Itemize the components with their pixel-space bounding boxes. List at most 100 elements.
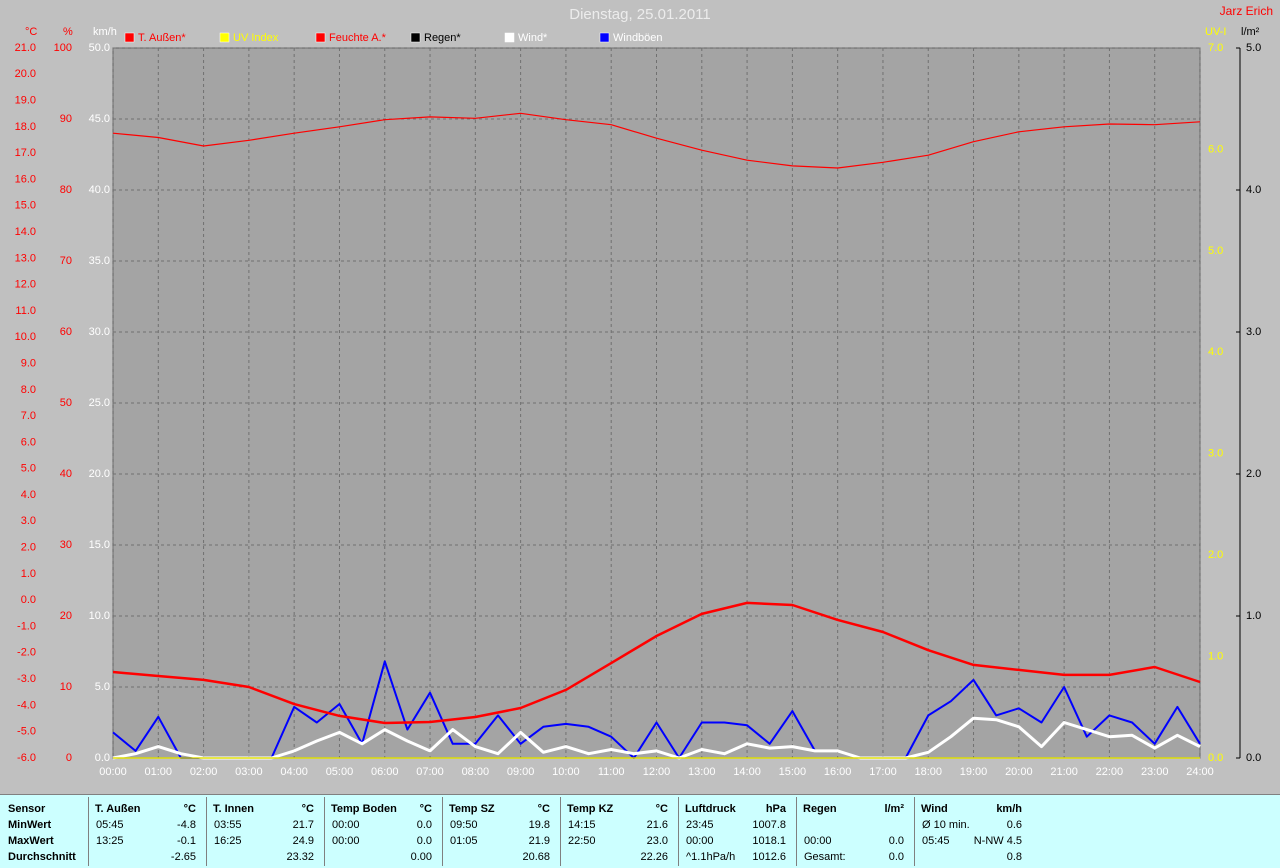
- y-tick-label: 30.0: [89, 326, 110, 338]
- column-separator: [914, 797, 915, 866]
- cell-value: 21.7: [292, 819, 314, 831]
- y-tick-label: 10.0: [89, 610, 110, 622]
- cell-value: 19.8: [528, 819, 550, 831]
- y-tick-label: -4.0: [17, 699, 36, 711]
- column-unit: °C: [301, 803, 314, 815]
- x-tick-label: 19:00: [960, 766, 988, 778]
- cell-time: 09:50: [450, 819, 478, 831]
- column-separator: [206, 797, 207, 866]
- axis-unit: l/m²: [1241, 26, 1260, 38]
- x-tick-label: 07:00: [416, 766, 444, 778]
- legend-label: Regen*: [424, 32, 461, 44]
- cell-value: N-NW 4.5: [973, 835, 1022, 847]
- column-name: Luftdruck: [685, 803, 736, 815]
- cell-value: 21.6: [646, 819, 668, 831]
- x-tick-label: 09:00: [507, 766, 535, 778]
- y-tick-label: 4.0: [21, 489, 36, 501]
- x-tick-label: 13:00: [688, 766, 716, 778]
- y-tick-label: 21.0: [15, 42, 36, 54]
- y-tick-label: 20: [60, 610, 72, 622]
- y-tick-label: 8.0: [21, 384, 36, 396]
- cell-value: 23.32: [286, 851, 314, 863]
- cell-value: 0.0: [416, 835, 432, 847]
- cell-time: 16:25: [214, 835, 242, 847]
- author: Jarz Erich: [1220, 4, 1273, 18]
- column-separator: [678, 797, 679, 866]
- chart-title: Dienstag, 25.01.2011: [569, 6, 711, 23]
- legend-label: UV Index: [233, 32, 279, 44]
- row-label: Durchschnitt: [8, 851, 76, 863]
- legend-swatch: [315, 32, 326, 43]
- x-tick-label: 16:00: [824, 766, 852, 778]
- y-tick-label: 45.0: [89, 113, 110, 125]
- axis-unit: km/h: [93, 26, 117, 38]
- x-tick-label: 21:00: [1050, 766, 1078, 778]
- y-tick-label: 60: [60, 326, 72, 338]
- y-tick-label: 80: [60, 184, 72, 196]
- row-label: MinWert: [8, 819, 52, 831]
- y-tick-label: 5.0: [95, 681, 110, 693]
- x-tick-label: 23:00: [1141, 766, 1169, 778]
- y-tick-label: 10.0: [15, 331, 36, 343]
- y-tick-label: -5.0: [17, 726, 36, 738]
- cell-value: 24.9: [292, 835, 314, 847]
- y-tick-label: 6.0: [21, 436, 36, 448]
- chart: Dienstag, 25.01.2011 Jarz Erich 00:00 01:…: [15, 4, 1273, 778]
- y-tick-label: 35.0: [89, 255, 110, 267]
- axis-unit: %: [63, 26, 73, 38]
- y-tick-label: 7.0: [1208, 42, 1223, 54]
- cell-value: 0.0: [888, 835, 904, 847]
- y-tick-label: 30: [60, 539, 72, 551]
- y-tick-label: 50.0: [89, 42, 110, 54]
- cell-value: 22.26: [640, 851, 668, 863]
- y-tick-label: 20.0: [15, 68, 36, 80]
- y-tick-label: 0.0: [95, 752, 110, 764]
- y-tick-label: 15.0: [15, 200, 36, 212]
- y-tick-label: 18.0: [15, 121, 36, 133]
- series-line: [112, 716, 1201, 760]
- y-tick-label: 0.0: [21, 594, 36, 606]
- y-tick-label: 2.0: [1208, 549, 1223, 561]
- y-tick-label: 4.0: [1246, 184, 1261, 196]
- column-name: Temp Boden: [331, 803, 397, 815]
- y-tick-label: 3.0: [1246, 326, 1261, 338]
- summary-table: Sensor MinWert MaxWert Durchschnitt T. Außen…: [0, 794, 1280, 868]
- x-tick-label: 24:00: [1186, 766, 1214, 778]
- y-tick-label: -1.0: [17, 620, 36, 632]
- y-tick-label: 0.0: [1208, 752, 1223, 764]
- x-tick-label: 02:00: [190, 766, 218, 778]
- x-tick-label: 00:00: [99, 766, 127, 778]
- cell-value: 0.0: [416, 819, 432, 831]
- cell-value: 0.8: [1006, 851, 1022, 863]
- x-tick-label: 03:00: [235, 766, 263, 778]
- x-tick-label: 08:00: [462, 766, 490, 778]
- y-tick-label: 16.0: [15, 173, 36, 185]
- x-tick-label: 18:00: [914, 766, 942, 778]
- cell-time: 01:05: [450, 835, 478, 847]
- column-unit: °C: [655, 803, 668, 815]
- cell-time: 00:00: [332, 819, 360, 831]
- cell-time: 13:25: [96, 835, 124, 847]
- legend-label: T. Außen*: [138, 32, 186, 44]
- x-tick-label: 17:00: [869, 766, 897, 778]
- y-tick-label: 13.0: [15, 252, 36, 264]
- cell-value: 0.0: [888, 851, 904, 863]
- legend-label: Windböen: [613, 32, 663, 44]
- y-tick-label: 5.0: [1246, 42, 1261, 54]
- legend-swatch: [124, 32, 135, 43]
- y-tick-label: 15.0: [89, 539, 110, 551]
- x-tick-label: 04:00: [280, 766, 308, 778]
- y-tick-label: 10: [60, 681, 72, 693]
- column-separator: [796, 797, 797, 866]
- x-tick-label: 12:00: [643, 766, 671, 778]
- cell-value: -4.8: [177, 819, 196, 831]
- y-tick-label: 5.0: [21, 463, 36, 475]
- cell-value: 1018.1: [752, 835, 786, 847]
- y-tick-label: 19.0: [15, 94, 36, 106]
- column-name: Temp SZ: [449, 803, 495, 815]
- y-tick-label: 3.0: [1208, 448, 1223, 460]
- y-tick-label: -6.0: [17, 752, 36, 764]
- legend-label: Feuchte A.*: [329, 32, 387, 44]
- column-unit: l/m²: [884, 803, 904, 815]
- cell-time: 00:00: [804, 835, 832, 847]
